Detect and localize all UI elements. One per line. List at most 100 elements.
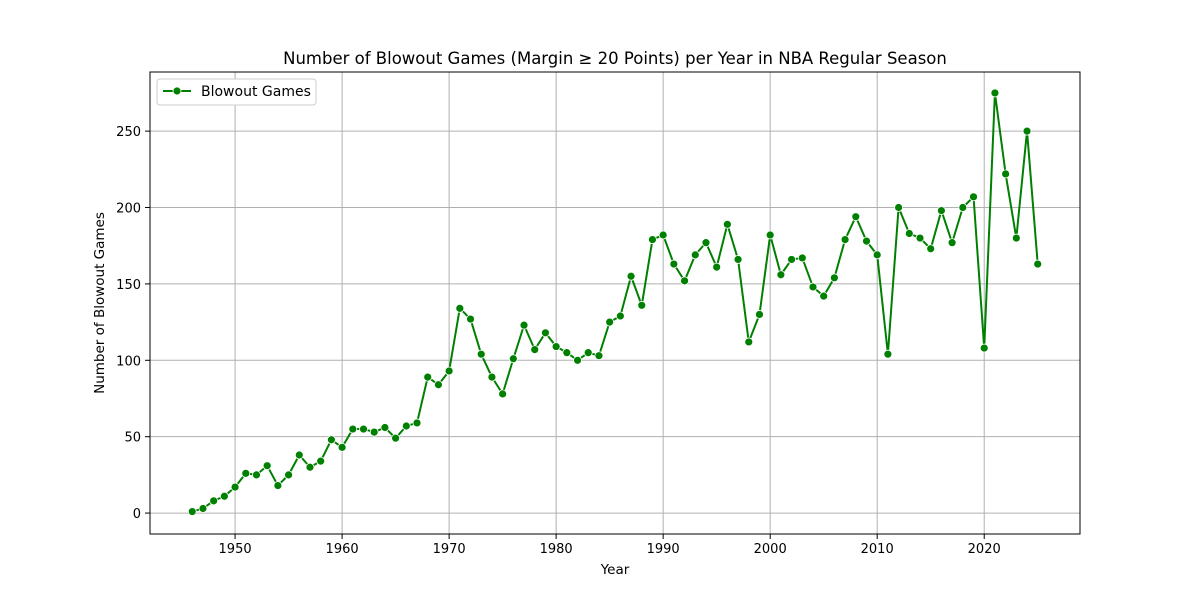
y-tick-label: 200 xyxy=(116,202,141,217)
y-axis-ticks: 0 50 100 150 200 250 xyxy=(116,125,150,522)
data-point xyxy=(947,238,957,248)
x-tick-label: 2020 xyxy=(968,542,1001,557)
data-point xyxy=(840,235,850,244)
plot-frame xyxy=(149,71,1081,535)
data-point xyxy=(444,366,454,376)
data-point xyxy=(541,328,550,338)
data-point xyxy=(637,300,647,310)
data-point xyxy=(262,461,272,471)
data-point xyxy=(626,271,636,281)
data-point xyxy=(648,235,657,244)
data-point xyxy=(690,250,700,260)
y-tick-label: 50 xyxy=(124,431,141,446)
x-tick-label: 2010 xyxy=(861,542,894,557)
series-line-layer xyxy=(191,91,1039,513)
data-point xyxy=(883,349,893,359)
legend: Blowout Games xyxy=(156,78,317,106)
data-point xyxy=(787,255,796,264)
data-point xyxy=(1001,169,1011,179)
y-axis-label: Number of Blowout Games xyxy=(92,212,108,394)
y-tick-label: 0 xyxy=(133,507,141,522)
data-point xyxy=(797,253,807,263)
data-point xyxy=(337,442,347,452)
data-point xyxy=(508,354,518,364)
y-tick-label: 100 xyxy=(116,354,141,369)
data-point xyxy=(712,262,722,272)
data-point xyxy=(498,389,508,399)
data-point xyxy=(904,229,914,238)
data-point xyxy=(990,88,1000,98)
data-point xyxy=(391,433,401,443)
data-point xyxy=(219,491,229,501)
data-point xyxy=(198,504,208,513)
data-point xyxy=(808,282,818,292)
data-point xyxy=(187,507,197,516)
data-point xyxy=(829,273,839,283)
data-point xyxy=(937,206,946,215)
data-point xyxy=(819,291,829,301)
data-point xyxy=(412,418,422,428)
series-markers xyxy=(187,88,1043,516)
data-point xyxy=(476,349,486,359)
data-point xyxy=(348,424,358,434)
x-tick-label: 1990 xyxy=(647,542,680,557)
data-point xyxy=(487,372,497,382)
data-point xyxy=(562,348,572,358)
data-point xyxy=(755,310,764,319)
data-point xyxy=(851,212,861,222)
data-point xyxy=(241,468,251,478)
data-point xyxy=(744,337,754,347)
data-point xyxy=(915,233,925,243)
data-point xyxy=(230,482,240,492)
series-line xyxy=(191,91,1039,513)
y-tick-label: 250 xyxy=(116,125,141,140)
data-point xyxy=(776,270,786,280)
data-point xyxy=(958,203,968,212)
legend-marker-swatch xyxy=(172,86,182,96)
data-point xyxy=(455,303,465,313)
data-point xyxy=(326,435,336,445)
data-point xyxy=(401,421,411,431)
data-point xyxy=(305,462,315,472)
data-point xyxy=(423,372,433,382)
data-point xyxy=(434,380,443,390)
data-point xyxy=(605,317,615,327)
data-point xyxy=(209,496,219,506)
data-point xyxy=(530,345,540,354)
y-tick-label: 150 xyxy=(116,278,141,293)
data-point xyxy=(872,250,882,260)
x-axis-ticks: 1950 1960 1970 1980 1990 2000 2010 2020 xyxy=(219,534,1001,557)
data-point xyxy=(701,238,711,248)
data-point xyxy=(284,470,293,480)
x-tick-label: 2000 xyxy=(754,542,787,557)
data-point xyxy=(573,355,582,365)
data-point xyxy=(926,244,936,254)
data-point xyxy=(466,314,475,324)
data-point xyxy=(862,236,871,246)
grid-lines xyxy=(150,72,1080,534)
data-point xyxy=(1033,259,1043,269)
data-point xyxy=(519,320,529,330)
data-point xyxy=(551,342,561,351)
data-point xyxy=(680,276,689,286)
data-point xyxy=(722,219,732,229)
legend-box xyxy=(156,78,317,106)
legend-label: Blowout Games xyxy=(201,84,311,100)
data-point xyxy=(359,424,368,434)
x-tick-label: 1980 xyxy=(540,542,573,557)
data-point xyxy=(380,423,390,432)
data-point xyxy=(765,230,775,240)
data-point xyxy=(594,351,604,361)
x-tick-label: 1960 xyxy=(326,542,359,557)
data-point xyxy=(252,470,261,480)
data-point xyxy=(316,456,326,466)
x-tick-label: 1950 xyxy=(219,542,252,557)
data-point xyxy=(583,348,593,358)
data-point xyxy=(733,255,743,264)
data-point xyxy=(669,259,679,269)
data-point xyxy=(369,427,379,437)
x-tick-label: 1970 xyxy=(433,542,466,557)
data-point xyxy=(979,343,989,353)
